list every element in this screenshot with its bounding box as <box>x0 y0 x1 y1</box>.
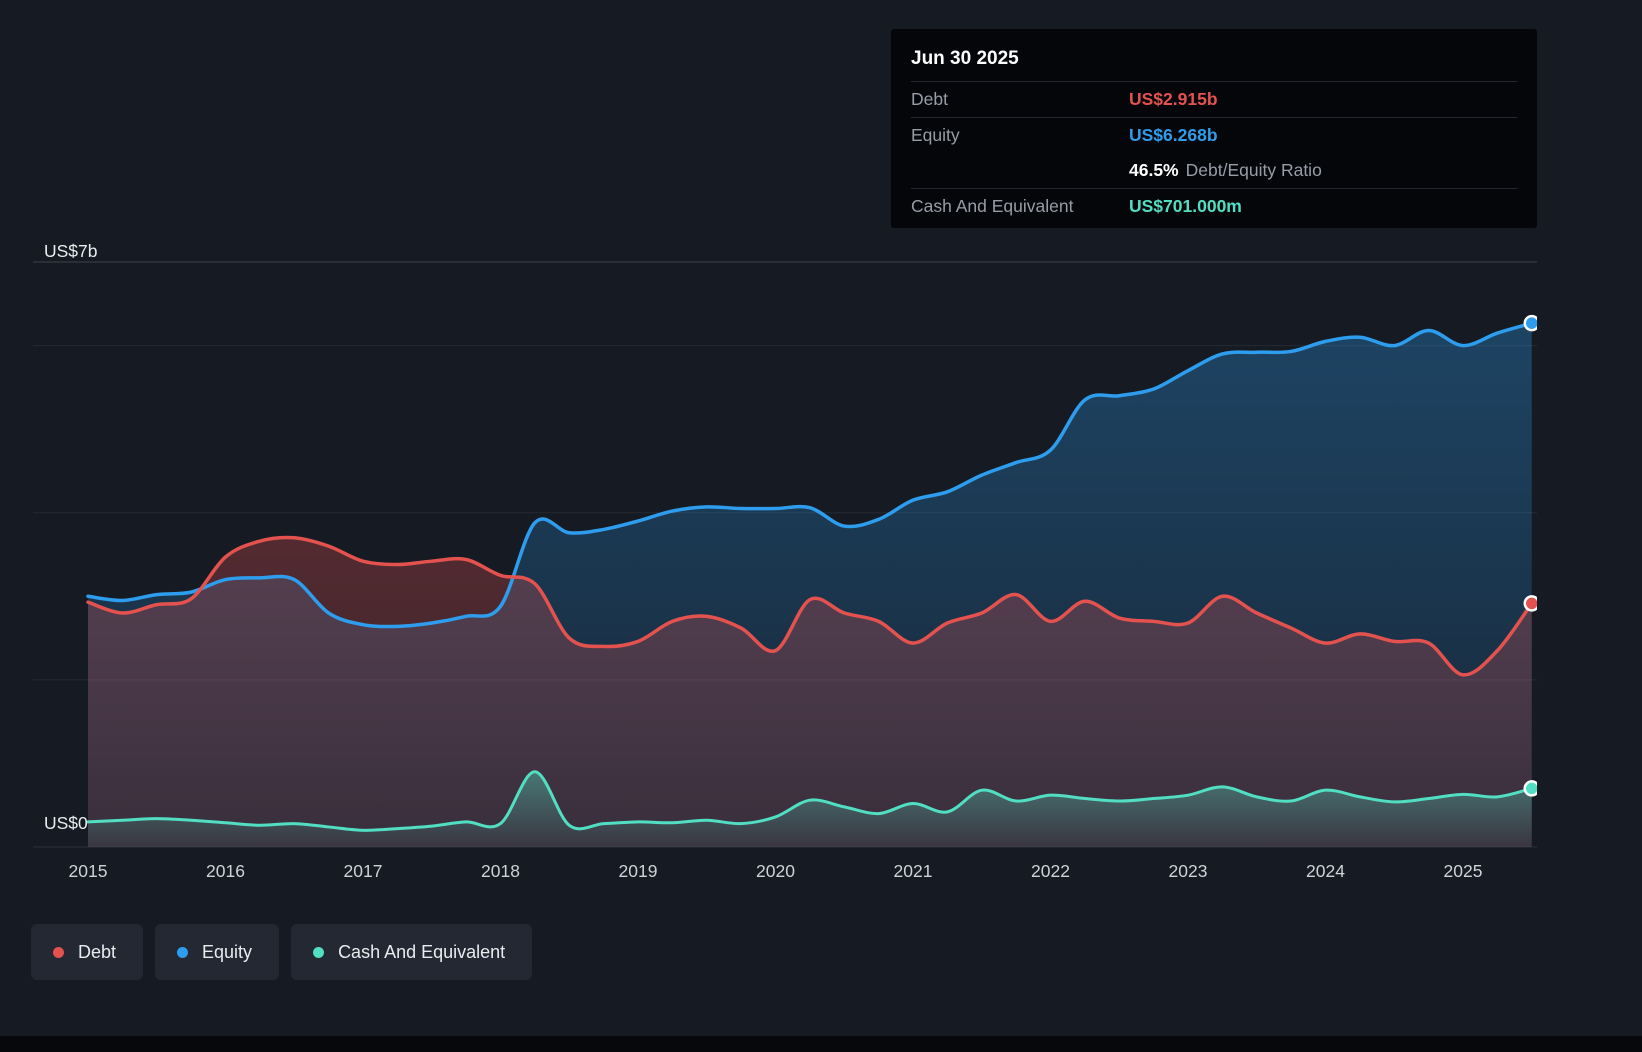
series-end-markers <box>1523 314 1537 797</box>
cash-and-equivalent-end-marker <box>1523 780 1537 797</box>
tooltip-row-debt: Debt US$2.915b <box>911 81 1517 117</box>
legend-debt-label: Debt <box>78 941 117 962</box>
equity-end-marker <box>1523 314 1537 332</box>
tooltip-equity-label: Equity <box>911 125 960 145</box>
chart-legend: Debt Equity Cash And Equivalent <box>31 924 533 980</box>
tooltip-cash-label: Cash And Equivalent <box>911 196 1074 216</box>
legend-item-cash[interactable]: Cash And Equivalent <box>291 924 533 980</box>
tooltip-debt-value: US$2.915b <box>1129 89 1218 109</box>
legend-equity-label: Equity <box>202 941 253 962</box>
debt-area <box>88 537 1532 847</box>
tooltip-cash-value: US$701.000m <box>1129 196 1242 216</box>
y-axis-label-max: US$7b <box>44 241 98 261</box>
debt-line <box>86 535 1534 677</box>
tooltip-date: Jun 30 2025 <box>911 48 1019 69</box>
series-lines <box>86 321 1534 832</box>
tooltip-row-ratio: 46.5% Debt/Equity Ratio <box>911 153 1517 188</box>
tooltip-row-cash: Cash And Equivalent US$701.000m <box>911 188 1517 224</box>
chart-tooltip: Jun 30 2025 Debt US$2.915b Equity US$6.2… <box>891 29 1537 228</box>
tooltip-debt-label: Debt <box>911 89 948 109</box>
legend-cash-label: Cash And Equivalent <box>338 941 506 962</box>
equity-legend-dot-icon <box>177 946 189 958</box>
tooltip-ratio-value: 46.5% <box>1129 160 1179 180</box>
cash-and-equivalent-line <box>86 770 1534 832</box>
y-axis-label-zero: US$0 <box>44 813 88 833</box>
equity-line <box>86 321 1534 629</box>
tooltip-row-equity: Equity US$6.268b <box>911 117 1517 153</box>
legend-item-debt[interactable]: Debt <box>31 924 144 980</box>
debt-end-marker <box>1523 595 1537 612</box>
bottom-bar <box>0 1036 1642 1052</box>
tooltip-ratio-label: Debt/Equity Ratio <box>1185 160 1322 180</box>
cash-legend-dot-icon <box>313 946 325 958</box>
legend-item-equity[interactable]: Equity <box>155 924 280 980</box>
debt-legend-dot-icon <box>53 946 64 958</box>
tooltip-equity-value: US$6.268b <box>1129 125 1218 145</box>
cash-and-equivalent-area <box>88 771 1532 847</box>
series-areas <box>88 323 1532 847</box>
